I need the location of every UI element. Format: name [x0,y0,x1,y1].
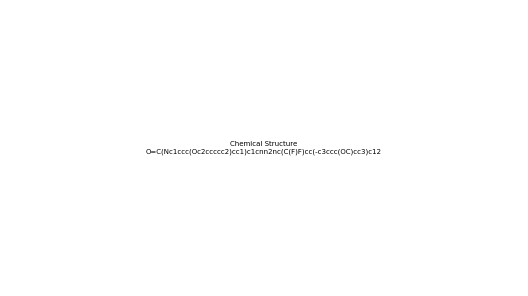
Text: Chemical Structure
O=C(Nc1ccc(Oc2ccccc2)cc1)c1cnn2nc(C(F)F)cc(-c3ccc(OC)cc3)c12: Chemical Structure O=C(Nc1ccc(Oc2ccccc2)… [146,141,382,155]
